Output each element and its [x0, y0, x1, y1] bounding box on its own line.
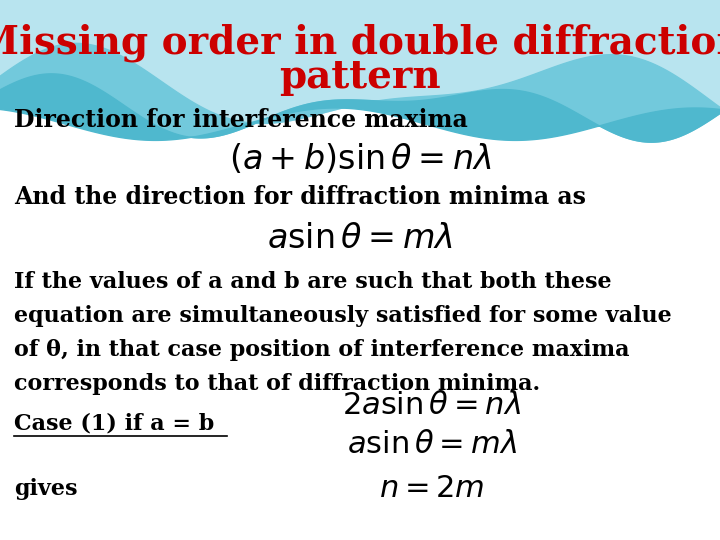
Text: equation are simultaneously satisfied for some value: equation are simultaneously satisfied fo… — [14, 305, 672, 327]
Text: $(a+b)\sin\theta = n\lambda$: $(a+b)\sin\theta = n\lambda$ — [229, 143, 491, 176]
Text: And the direction for diffraction minima as: And the direction for diffraction minima… — [14, 185, 586, 209]
Text: $a\sin\theta = m\lambda$: $a\sin\theta = m\lambda$ — [347, 429, 517, 460]
Text: Direction for interference maxima: Direction for interference maxima — [14, 108, 468, 132]
Text: $a\sin\theta = m\lambda$: $a\sin\theta = m\lambda$ — [267, 222, 453, 255]
Text: corresponds to that of diffraction minima.: corresponds to that of diffraction minim… — [14, 373, 541, 395]
Text: pattern: pattern — [279, 58, 441, 96]
Text: Case (1) if a = b: Case (1) if a = b — [14, 413, 215, 435]
Text: $n = 2m$: $n = 2m$ — [379, 473, 485, 504]
Text: Missing order in double diffraction: Missing order in double diffraction — [0, 24, 720, 63]
Text: If the values of a and b are such that both these: If the values of a and b are such that b… — [14, 271, 612, 293]
Text: of θ, in that case position of interference maxima: of θ, in that case position of interfere… — [14, 339, 630, 361]
Text: gives: gives — [14, 478, 78, 500]
Text: $2a\sin\theta = n\lambda$: $2a\sin\theta = n\lambda$ — [343, 389, 521, 421]
